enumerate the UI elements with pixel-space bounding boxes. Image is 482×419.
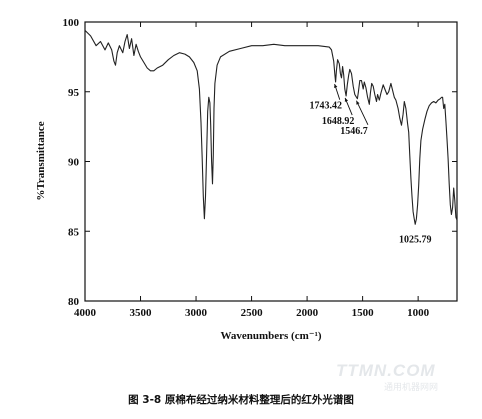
y-tick-label: 90 [68,157,80,169]
peak-arrowhead [356,100,360,105]
peak-arrowhead [334,83,338,88]
y-tick-label: 85 [68,226,80,238]
peak-arrow [356,100,369,126]
x-tick-label: 3500 [130,307,153,319]
x-axis: 4000 3500 3000 2500 2000 1500 1000 [74,22,430,319]
peak-label: 1743.42 [309,101,342,112]
x-tick-label: 2000 [296,307,319,319]
peak-arrowhead [344,97,349,102]
y-axis-title: %Transmittance [35,121,47,200]
x-tick-label: 2500 [241,307,264,319]
peak-label: 1025.79 [399,235,432,246]
spectrum-line [84,30,458,225]
x-axis-title: Wavenumbers (cm⁻¹) [220,330,321,342]
watermark-logo: TTMN.COM [336,361,436,380]
figure-caption: 图 3-8 原棉布经过纳米材料整理后的红外光谱图 [128,394,354,406]
y-tick-label: 95 [68,87,80,99]
y-axis: 80 85 90 95 100 [63,17,457,308]
y-tick-label: 100 [63,17,80,29]
plot-frame [84,21,458,302]
peak-label: 1648.92 [322,116,355,127]
y-tick-label: 80 [68,296,80,308]
x-tick-label: 1000 [407,307,430,319]
peak-label: 1546.7 [340,126,368,137]
x-tick-label: 1500 [352,307,375,319]
x-tick-label: 3000 [185,307,208,319]
x-tick-label: 4000 [74,307,97,319]
watermark-subtext: 通用机器网网 [384,383,439,393]
